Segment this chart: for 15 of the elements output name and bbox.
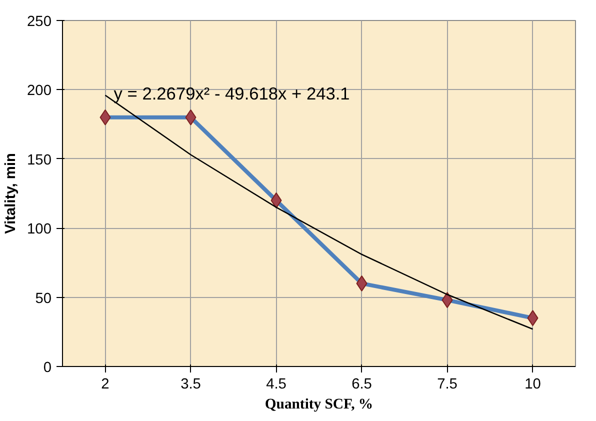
x-tick-label: 10: [524, 376, 541, 392]
y-tick-label: 150: [27, 152, 52, 168]
y-axis-title: Vitality, min: [3, 153, 20, 234]
y-tick-label: 100: [27, 222, 52, 238]
y-tick-label: 0: [43, 360, 52, 376]
x-tick-label: 7.5: [437, 376, 458, 392]
y-tick-label: 250: [27, 14, 52, 30]
y-tick-label: 200: [27, 83, 52, 100]
x-tick-label: 6.5: [352, 376, 372, 392]
x-tick-label: 4.5: [266, 376, 286, 392]
annotation: y = 2.2679x² - 49.618x + 243.1: [114, 84, 350, 104]
x-tick-label: 3.5: [180, 376, 201, 392]
x-tick-label: 2: [101, 376, 110, 392]
y-tick-label: 50: [35, 290, 52, 307]
x-axis-title: Quantity SCF, %: [264, 396, 374, 412]
